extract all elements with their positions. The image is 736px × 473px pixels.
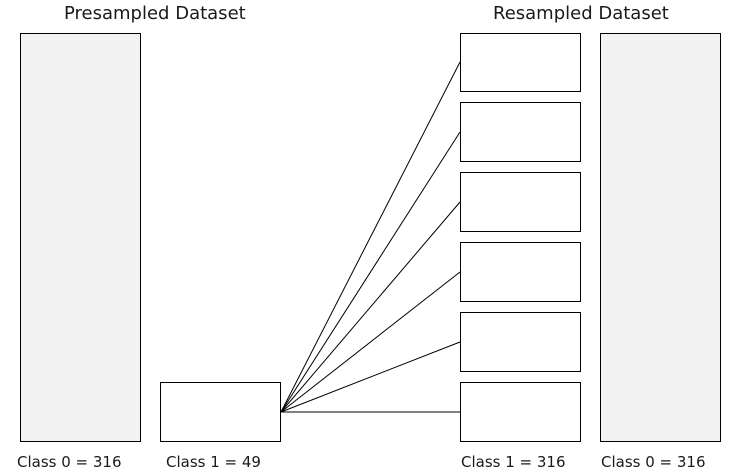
resampled-class1-copy	[460, 382, 581, 442]
resampled-title: Resampled Dataset	[493, 3, 669, 24]
presampled-class0-label: Class 0 = 316	[17, 453, 122, 471]
presampled-class0-bar	[20, 33, 141, 442]
resampled-class1-copy	[460, 33, 581, 92]
connector-line	[280, 131, 461, 413]
connector-line	[280, 201, 461, 413]
resampled-class1-copy	[460, 242, 581, 302]
presampled-class1-label: Class 1 = 49	[166, 453, 261, 471]
presampled-title: Presampled Dataset	[64, 3, 246, 24]
resampled-class1-copy	[460, 312, 581, 372]
resampled-class1-label: Class 1 = 316	[461, 453, 566, 471]
connector-line	[280, 61, 461, 413]
resampled-class1-copy	[460, 172, 581, 232]
connector-line	[280, 341, 461, 413]
connector-line	[280, 271, 461, 413]
resampled-class1-copy	[460, 102, 581, 162]
presampled-class1-bar	[160, 382, 281, 442]
resampled-class0-label: Class 0 = 316	[601, 453, 706, 471]
resampled-class0-bar	[600, 33, 721, 442]
